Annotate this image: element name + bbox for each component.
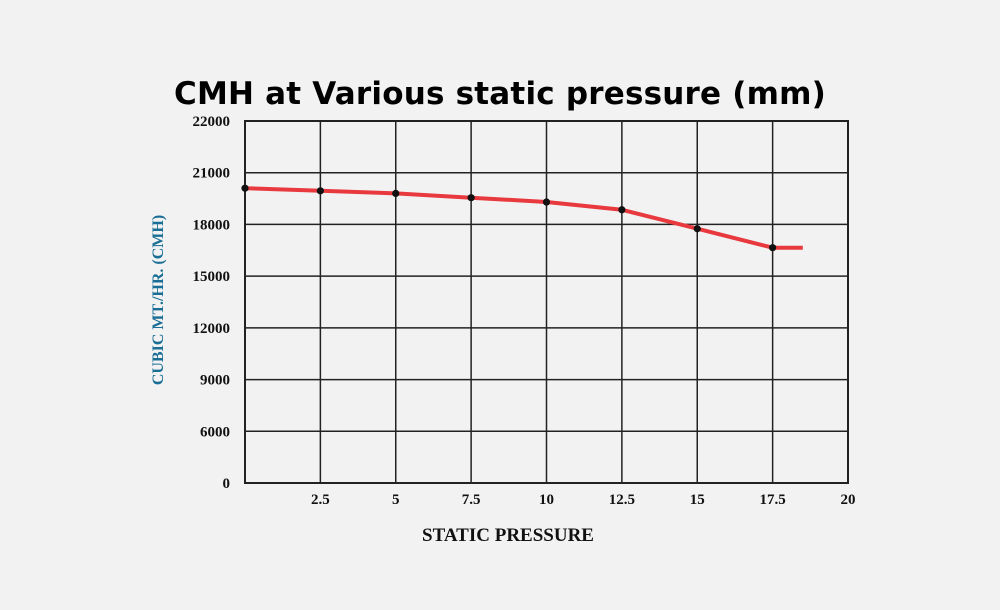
data-point bbox=[618, 206, 626, 214]
data-point bbox=[769, 244, 777, 252]
y-tick-label: 22000 bbox=[193, 114, 231, 130]
grid-lines bbox=[244, 120, 849, 484]
x-tick-label: 5 bbox=[392, 492, 400, 508]
data-point bbox=[467, 194, 475, 202]
y-axis-label: CUBIC MT./HR. (CMH) bbox=[150, 215, 167, 385]
series-group bbox=[241, 184, 803, 252]
y-tick-label: 21000 bbox=[193, 166, 231, 182]
data-point bbox=[392, 189, 400, 197]
x-tick-label: 10 bbox=[539, 492, 554, 508]
y-tick-label: 12000 bbox=[193, 321, 231, 337]
x-tick-label: 7.5 bbox=[462, 492, 481, 508]
x-tick-label: 15 bbox=[690, 492, 705, 508]
y-tick-label: 18000 bbox=[193, 217, 231, 233]
x-tick-label: 2.5 bbox=[311, 492, 330, 508]
data-point bbox=[241, 184, 249, 192]
y-tick-label: 0 bbox=[223, 476, 231, 492]
x-tick-label: 20 bbox=[841, 492, 856, 508]
y-tick-label: 6000 bbox=[200, 424, 230, 440]
x-axis-label: STATIC PRESSURE bbox=[422, 525, 594, 546]
y-tick-label: 9000 bbox=[200, 373, 230, 389]
x-axis-ticks: 2.5 5 7.5 10 12.5 15 17.5 20 bbox=[311, 492, 856, 508]
data-point bbox=[542, 198, 551, 206]
chart-title: CMH at Various static pressure (mm) bbox=[174, 76, 826, 112]
series-line bbox=[244, 186, 803, 250]
y-tick-label: 15000 bbox=[193, 269, 231, 285]
y-axis-ticks: 0 6000 9000 12000 15000 18000 21000 22000 bbox=[193, 114, 231, 492]
x-tick-label: 17.5 bbox=[760, 492, 786, 508]
data-point bbox=[316, 187, 324, 195]
data-point bbox=[693, 225, 701, 233]
x-tick-label: 12.5 bbox=[609, 492, 635, 508]
